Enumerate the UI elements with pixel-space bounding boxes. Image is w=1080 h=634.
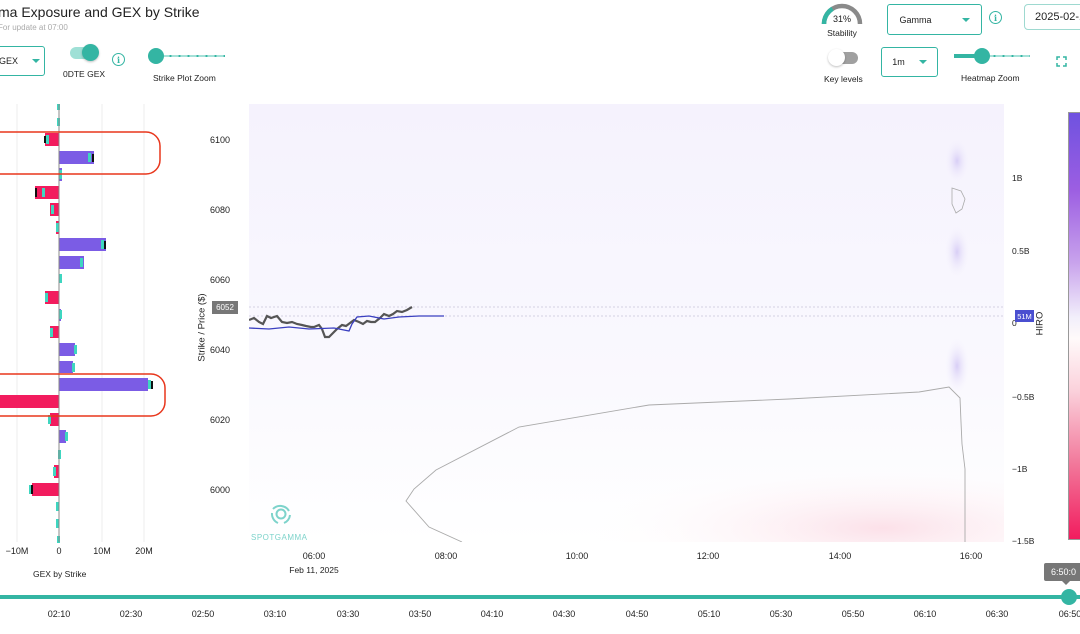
greek-select-value: Gamma [899,14,932,25]
heatmap-colorbar [1068,112,1080,540]
timeline-tick: 03:50 [408,609,432,619]
chevron-down-icon [32,59,40,63]
current-price-badge: 6052 [212,301,238,314]
gex-x-tick: −10M [5,546,29,556]
highlight-box [0,373,166,417]
gex-x-tick: 10M [93,546,111,556]
x-tick: 12:00 [696,551,720,561]
heatmap-zoom-label: Heatmap Zoom [961,73,1020,83]
hiro-tick: −1B [1012,464,1028,474]
time-scrubber-track[interactable] [0,595,1080,599]
timeline-tick: 02:50 [191,609,215,619]
timeline-tick: 06:10 [913,609,937,619]
heatmap-zoom-slider[interactable] [954,48,1030,64]
spotgamma-logo-icon [270,504,291,524]
logo-text: SPOTGAMMA [251,533,308,542]
gex-black-markers [31,136,153,494]
spotgamma-logo: SPOTGAMMA [251,501,311,542]
timeline-tick: 03:30 [336,609,360,619]
x-tick: 08:00 [434,551,458,561]
gex-by-strike-chart [0,104,166,543]
greek-select[interactable]: Gamma [887,4,982,35]
slider-dots [148,55,225,57]
y-axis-title: Strike / Price ($) [196,293,208,362]
hiro-value-badge: 51M [1015,310,1034,322]
toggle-knob [82,44,99,61]
price-line [249,306,413,339]
hiro-tick: −1.5B [1012,536,1035,546]
y-tick: 6060 [210,275,231,285]
strike-plot-zoom-label: Strike Plot Zoom [153,73,216,83]
timeline-tick: 04:30 [552,609,576,619]
update-subtitle: For update at 07:00 [0,23,68,32]
gex-mode-select[interactable]: GEX [0,46,45,76]
timeline-tick: 04:10 [480,609,504,619]
timeline-tick: 05:30 [769,609,793,619]
gex-axis-label: GEX by Strike [33,569,87,579]
odte-gex-label: 0DTE GEX [63,69,106,79]
y-tick: 6100 [210,135,231,145]
odte-gex-toggle[interactable] [70,44,99,61]
timeline-tick: 06:50 [1058,609,1080,619]
y-tick: 6000 [210,485,231,495]
hiro-tick: 1B [1012,173,1023,183]
gex-bars [0,133,148,496]
timeline-tick: 03:10 [263,609,287,619]
info-icon[interactable]: i [112,53,125,66]
gex-x-tick: 0 [56,546,62,556]
slider-dots [954,55,1030,57]
stability-gauge: 31% Stability [818,2,866,40]
y-tick: 6080 [210,205,231,215]
hiro-line [249,315,444,332]
info-icon[interactable]: i [989,11,1002,24]
hiro-tick: 0 [1012,318,1017,328]
gamma-heatmap[interactable] [249,104,1004,542]
strike-plot-zoom-slider[interactable] [148,48,225,64]
timeline-tick: 05:50 [841,609,865,619]
hiro-tick: 0.5B [1012,246,1030,256]
slider-thumb[interactable] [974,48,990,64]
chevron-down-icon [918,60,927,64]
timeline-tick: 02:10 [47,609,71,619]
key-levels-toggle[interactable] [828,49,858,66]
x-tick: 16:00 [959,551,983,561]
interval-value: 1m [892,57,905,67]
x-axis-date: Feb 11, 2025 [289,565,339,575]
x-tick: 10:00 [565,551,589,561]
hiro-axis-title: HIRO [1034,311,1046,336]
highlight-box [0,131,161,175]
timeline-tooltip: 6:50:0 [1044,563,1080,585]
y-tick: 6040 [210,345,231,355]
timeline-tick: 02:30 [119,609,143,619]
interval-select[interactable]: 1m [881,47,938,77]
toggle-knob [828,49,845,66]
key-levels-label: Key levels [824,74,863,84]
date-value: 2025-02-1 [1035,11,1080,23]
y-tick: 6020 [210,415,231,425]
gex-x-tick: 20M [135,546,153,556]
stability-label: Stability [827,28,857,38]
x-tick: 06:00 [302,551,326,561]
gex-mode-value: GEX [0,56,18,66]
timeline-tick: 04:50 [625,609,649,619]
gauge-arc-icon [821,3,863,25]
page-title: ma Exposure and GEX by Strike [0,4,200,20]
date-picker[interactable]: 2025-02-1 [1024,4,1080,30]
chevron-down-icon [961,17,970,22]
time-scrubber-thumb[interactable] [1061,589,1077,605]
timeline-tick: 05:10 [697,609,721,619]
gex-markers [29,104,151,543]
x-tick: 14:00 [828,551,852,561]
stability-value: 31% [832,14,851,24]
fullscreen-icon[interactable] [1056,56,1067,67]
hiro-tick: −0.5B [1012,392,1035,402]
timeline-tick: 06:30 [985,609,1009,619]
slider-thumb[interactable] [148,48,164,64]
